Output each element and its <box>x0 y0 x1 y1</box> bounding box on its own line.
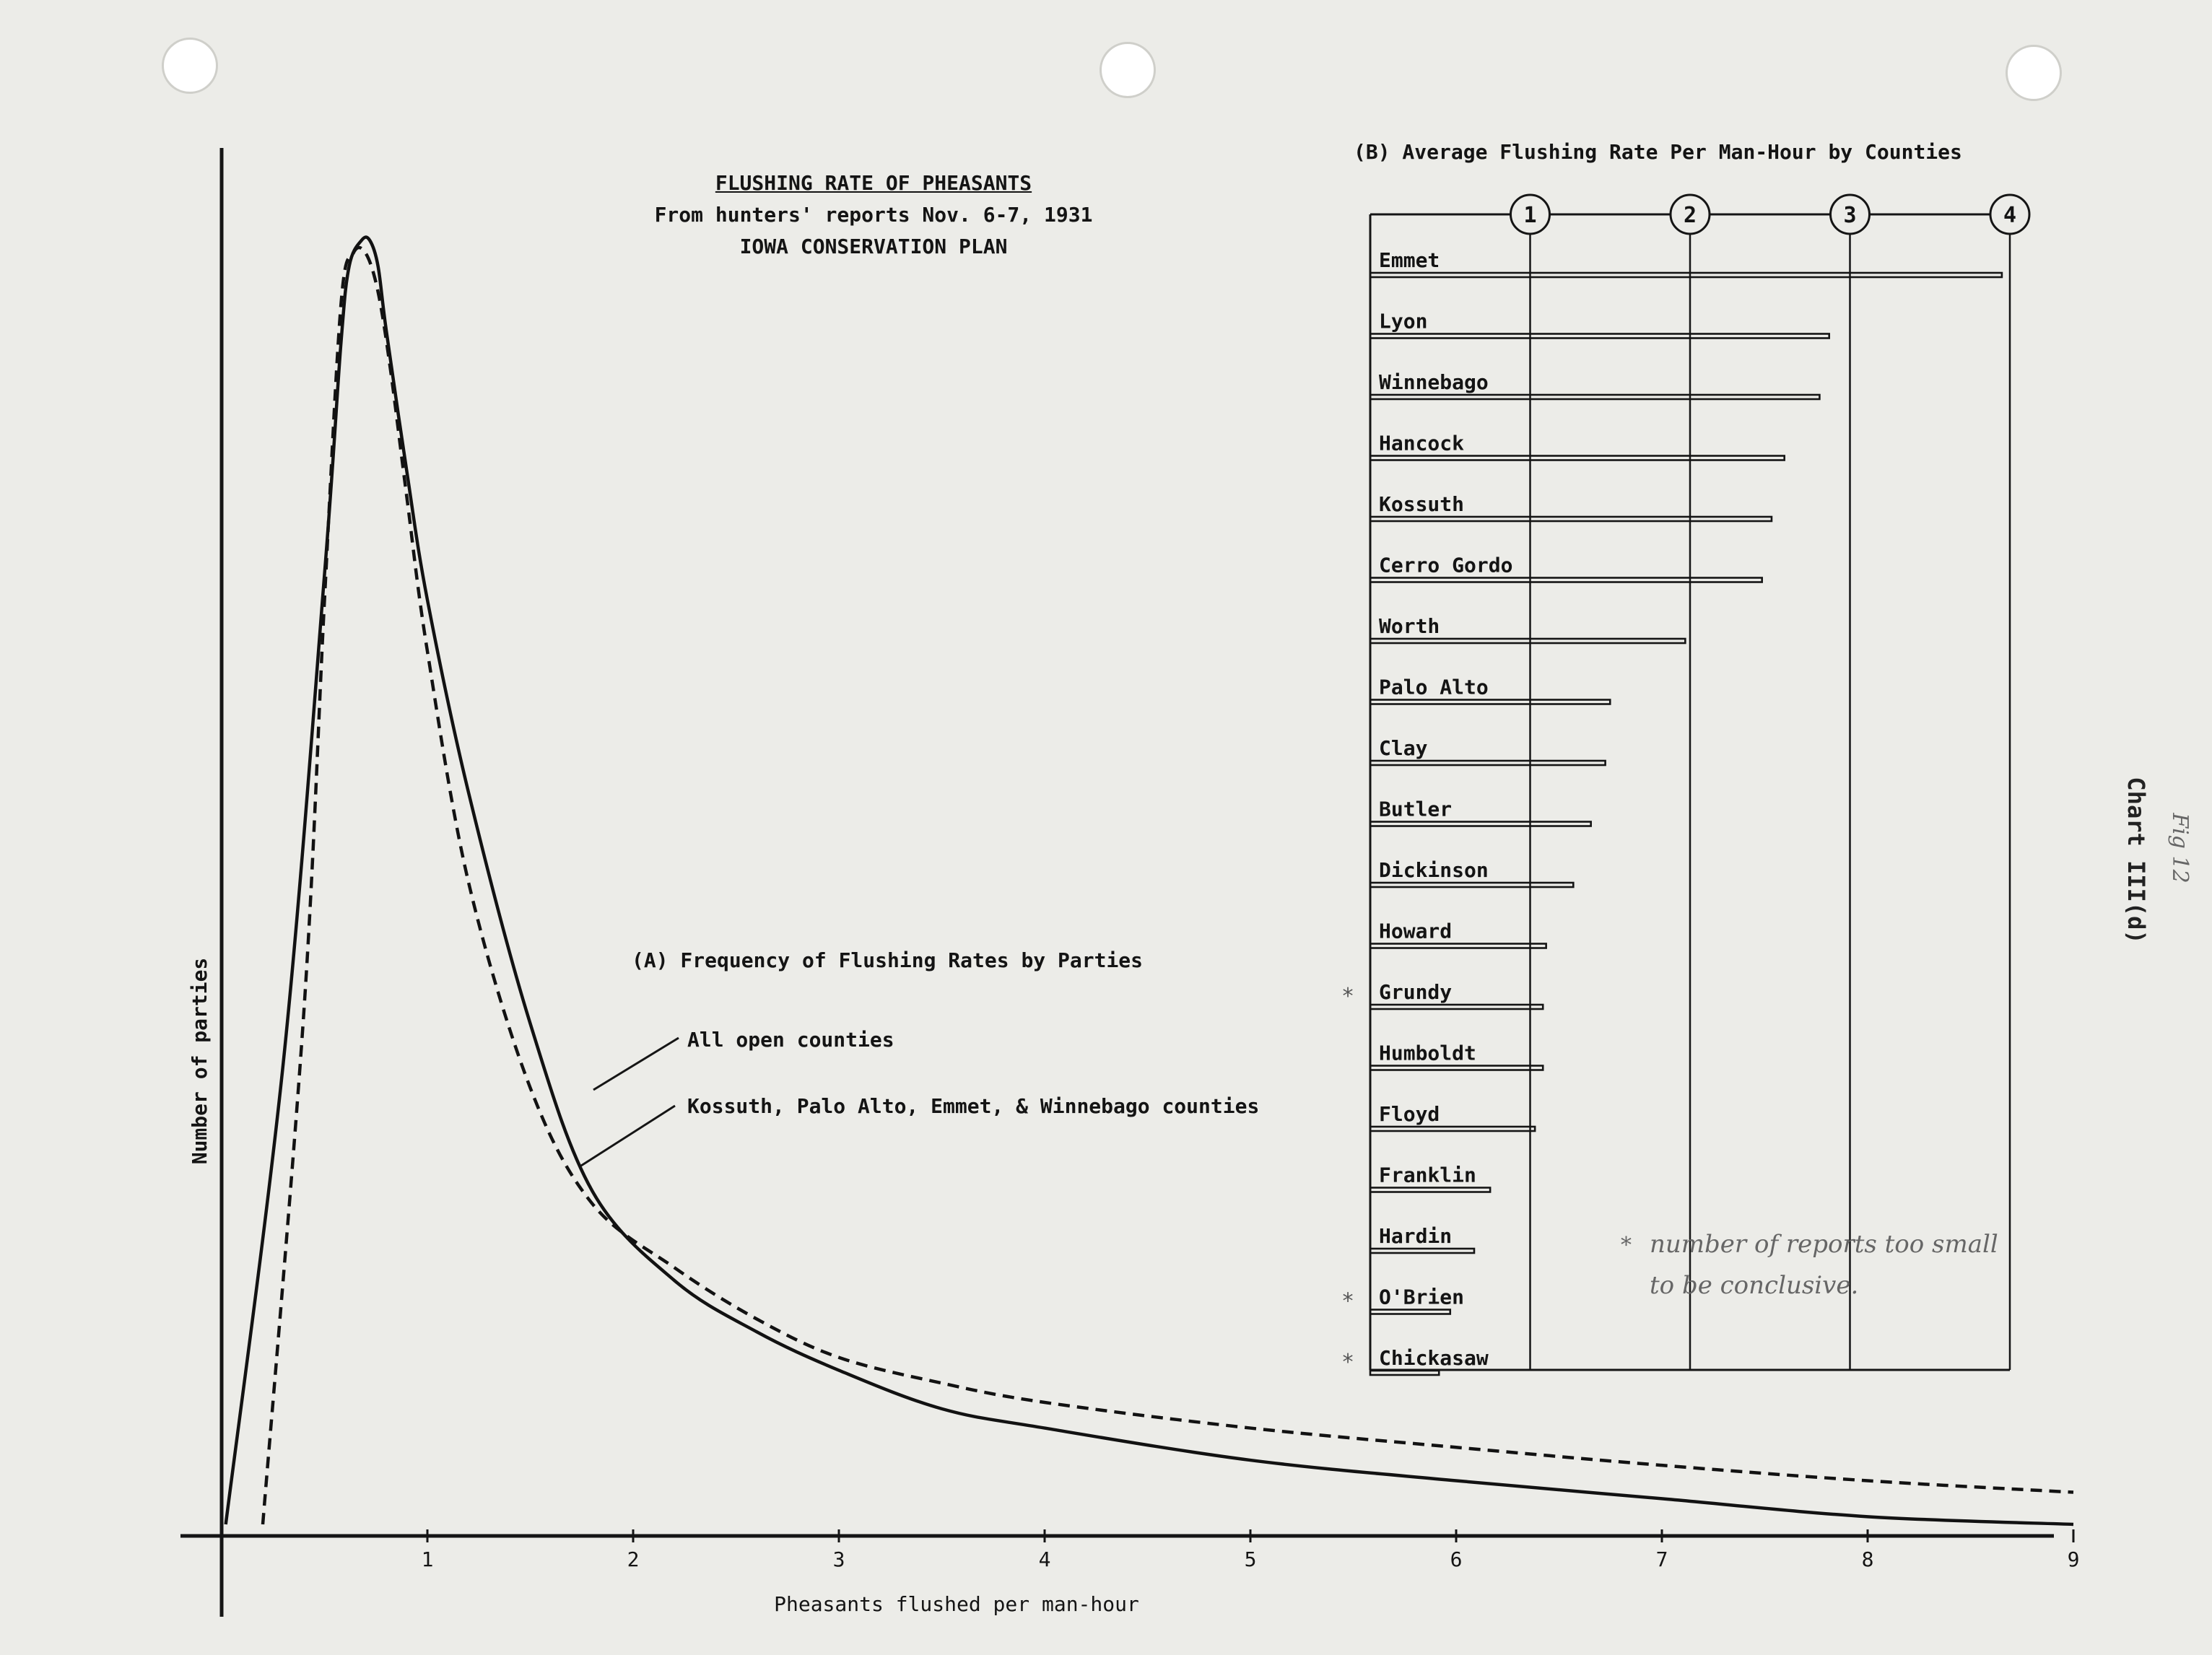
panel-b-title: (B) Average Flushing Rate Per Man-Hour b… <box>1354 140 1962 164</box>
bar-category-label: Chickasaw <box>1379 1346 1489 1370</box>
bar-category-label: Emmet <box>1379 248 1440 272</box>
bar <box>1369 699 1611 705</box>
bar-category-label: Franklin <box>1379 1163 1476 1187</box>
bar <box>1369 1003 1544 1010</box>
bar-category-label: Kossuth <box>1379 492 1464 516</box>
bars: Emmet Lyon Winnebago Hancock Kossuth Cerro Go… <box>1341 248 2003 1376</box>
figure-note: Fig 12 <box>2167 812 2193 883</box>
bar <box>1369 515 1773 523</box>
leader-line-four-counties <box>580 1104 676 1167</box>
bar <box>1369 455 1785 461</box>
bar-category-label: Hardin <box>1379 1224 1452 1248</box>
x-axis-label: Pheasants flushed per man-hour <box>774 1592 1139 1616</box>
panel-a-frequency: 1 2 3 4 5 6 7 8 9 Number of parties Pheasants fl… <box>180 148 2079 1617</box>
bar <box>1369 393 1821 401</box>
x-tick-label: 5 <box>1245 1547 1257 1571</box>
chart-number-label: Chart III(d) <box>2122 777 2150 943</box>
x-tick-label: 2 <box>627 1547 640 1571</box>
bar-tick-circle <box>1510 193 1551 235</box>
bar <box>1369 943 1547 949</box>
series-line-four-counties <box>261 245 2074 1525</box>
footnote: * number of reports too small to be conc… <box>1621 1230 1998 1300</box>
x-tick-label: 7 <box>1656 1547 1668 1571</box>
bar-category-label: Floyd <box>1379 1102 1440 1126</box>
chart-title: FLUSHING RATE OF PHEASANTS <box>715 171 1032 195</box>
bar-category-label: Palo Alto <box>1379 676 1489 699</box>
panel-a-title: (A) Frequency of Flushing Rates by Parti… <box>632 948 1143 972</box>
bar <box>1369 821 1592 827</box>
title-block: FLUSHING RATE OF PHEASANTS From hunters'… <box>621 167 1126 263</box>
bar-category-label: Butler <box>1379 798 1452 821</box>
bar-tick-label: 4 <box>2003 203 2016 228</box>
x-tick-label: 8 <box>1862 1547 1874 1571</box>
bar-category-label: Howard <box>1379 920 1452 943</box>
bar-category-label: Grundy <box>1379 980 1452 1004</box>
bar <box>1369 1247 1476 1254</box>
bar-category-label: Hancock <box>1379 432 1464 455</box>
series-label-all-open: All open counties <box>687 1028 894 1052</box>
bar-asterisk: * <box>1341 1350 1354 1375</box>
bar <box>1369 1065 1544 1071</box>
bar-category-label: Clay <box>1379 736 1428 760</box>
footnote-line-2: to be conclusive. <box>1650 1271 1858 1300</box>
bar-tick-circle <box>1829 193 1871 235</box>
bar <box>1369 881 1575 888</box>
punch-hole-center <box>1100 42 1156 98</box>
leader-line-all-open <box>593 1036 679 1091</box>
bar-category-label: Cerro Gordo <box>1379 554 1512 577</box>
x-tick-label: 9 <box>2068 1547 2080 1571</box>
bar <box>1369 1187 1492 1193</box>
bar <box>1369 1125 1536 1132</box>
bar-tick-label: 3 <box>1843 203 1856 228</box>
chart-plan: IOWA CONSERVATION PLAN <box>739 235 1008 258</box>
series-label-four-counties: Kossuth, Palo Alto, Emmet, & Winnebago c… <box>687 1094 1259 1118</box>
x-tick-label: 3 <box>833 1547 845 1571</box>
bar-category-label: Worth <box>1379 614 1440 638</box>
bar-category-label: Winnebago <box>1379 370 1489 394</box>
punch-hole-left <box>162 38 218 94</box>
bar-tick-circle <box>1989 193 2031 235</box>
bar-category-label: Dickinson <box>1379 858 1489 882</box>
bar-category-label: O'Brien <box>1379 1285 1464 1309</box>
footnote-line-1: number of reports too small <box>1650 1230 1998 1259</box>
y-axis-label: Number of parties <box>188 958 212 1165</box>
bar-tick-label: 2 <box>1684 203 1697 228</box>
bar <box>1369 333 1831 339</box>
bar-asterisk: * <box>1341 984 1354 1009</box>
bar <box>1369 577 1763 583</box>
bar-category-label: Humboldt <box>1379 1042 1476 1065</box>
bar <box>1369 637 1686 645</box>
punch-hole-right <box>2006 45 2062 101</box>
bar <box>1369 1369 1440 1376</box>
x-ticks: 1 2 3 4 5 6 7 8 9 <box>422 1529 2080 1571</box>
bar-tick-label: 1 <box>1523 203 1536 228</box>
chart-subtitle: From hunters' reports Nov. 6-7, 1931 <box>654 203 1093 227</box>
x-tick-label: 1 <box>422 1547 434 1571</box>
bar-tick-circle <box>1669 193 1711 235</box>
footnote-star: * <box>1621 1233 1632 1258</box>
series-line-all-open-counties <box>224 235 2074 1527</box>
x-tick-label: 6 <box>1450 1547 1463 1571</box>
bar <box>1369 759 1606 767</box>
x-tick-label: 4 <box>1039 1547 1051 1571</box>
bar-category-label: Lyon <box>1379 310 1427 333</box>
bar-asterisk: * <box>1341 1289 1354 1314</box>
bar-grid: 1 2 3 4 <box>1369 193 2031 1371</box>
bar <box>1369 1309 1452 1315</box>
bar <box>1369 271 2003 279</box>
panel-b-county-bars: (B) Average Flushing Rate Per Man-Hour b… <box>1341 140 2031 1376</box>
